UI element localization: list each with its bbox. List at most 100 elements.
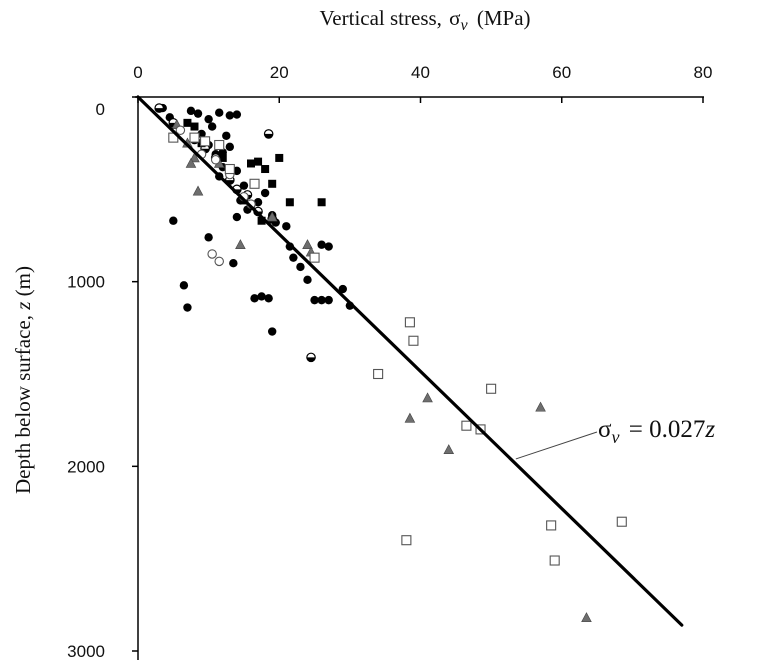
data-point-filled-circle bbox=[207, 122, 217, 131]
x-tick-label: 80 bbox=[694, 63, 713, 82]
data-point-filled-circle bbox=[179, 281, 189, 290]
trend-label-leader bbox=[515, 431, 598, 460]
half-circle-fill bbox=[264, 133, 273, 139]
data-point-filled-circle bbox=[317, 295, 326, 305]
data-point-filled-circle bbox=[204, 233, 213, 242]
data-point-open-square bbox=[408, 335, 419, 346]
y-tick-label: 1000 bbox=[67, 273, 105, 292]
data-point-filled-square bbox=[218, 153, 227, 162]
trend-label-symbol: σ bbox=[598, 416, 612, 443]
data-point-filled-square bbox=[257, 216, 266, 225]
data-point-open-square bbox=[224, 163, 235, 175]
data-point-filled-circle bbox=[229, 259, 238, 268]
data-point-open-square bbox=[486, 383, 497, 394]
data-point-filled-square bbox=[183, 118, 192, 127]
data-point-filled-circle bbox=[225, 111, 235, 120]
data-point-open-square bbox=[461, 420, 472, 431]
data-point-filled-circle bbox=[253, 198, 263, 207]
x-tick-label: 60 bbox=[552, 63, 571, 82]
data-point-filled-square bbox=[247, 159, 255, 168]
data-point-filled-square bbox=[285, 198, 294, 207]
data-point-triangle bbox=[185, 157, 197, 168]
data-point-filled-circle bbox=[324, 295, 333, 305]
data-point-filled-circle bbox=[232, 110, 242, 119]
data-point-filled-circle bbox=[239, 181, 249, 190]
data-point-filled-circle bbox=[225, 142, 235, 152]
x-axis-title-symbol: σ bbox=[449, 6, 460, 30]
data-point-open-square bbox=[401, 535, 412, 546]
data-point-triangle bbox=[581, 612, 592, 623]
data-point-half-filled-circle bbox=[263, 129, 274, 139]
data-point-triangle bbox=[422, 392, 433, 403]
data-point-open-square bbox=[373, 368, 384, 380]
data-point-open-circle bbox=[175, 125, 186, 135]
data-point-triangle bbox=[235, 239, 246, 250]
data-point-open-square bbox=[189, 132, 200, 143]
data-point-filled-circle bbox=[282, 222, 291, 231]
data-point-open-square bbox=[616, 516, 627, 527]
y-axis-title: Depth below surface, z (m) bbox=[11, 266, 35, 494]
data-point-filled-circle bbox=[310, 295, 319, 305]
data-point-open-square bbox=[549, 555, 560, 566]
data-point-filled-circle bbox=[215, 108, 224, 117]
data-point-half-filled-circle bbox=[306, 352, 316, 363]
data-point-open-square bbox=[214, 139, 225, 151]
data-point-filled-circle bbox=[267, 327, 277, 336]
y-tick-label: 3000 bbox=[67, 642, 105, 660]
data-point-filled-square bbox=[275, 153, 284, 162]
data-point-filled-square bbox=[268, 179, 277, 188]
half-circle-fill bbox=[306, 357, 316, 362]
data-point-open-square bbox=[249, 178, 260, 189]
trend-line bbox=[136, 95, 684, 627]
data-point-filled-square bbox=[190, 122, 199, 131]
data-point-filled-circle bbox=[250, 294, 259, 303]
data-point-filled-circle bbox=[232, 212, 242, 222]
x-ticks: 0 20 40 60 80 bbox=[133, 63, 712, 103]
data-point-triangle bbox=[404, 412, 416, 423]
x-axis-title: Vertical stress, σv (MPa) bbox=[319, 6, 530, 34]
data-point-open-square bbox=[546, 520, 557, 531]
data-point-filled-square bbox=[254, 157, 263, 166]
data-point-triangle bbox=[192, 185, 204, 196]
y-tick-label: 0 bbox=[96, 100, 105, 119]
data-point-filled-circle bbox=[169, 216, 178, 225]
data-point-filled-circle bbox=[204, 114, 213, 124]
trend-label-rest: = 0.027 bbox=[622, 416, 705, 443]
data-point-filled-circle bbox=[257, 292, 266, 301]
x-axis-title-unit: (MPa) bbox=[472, 6, 531, 30]
y-ticks: 0 1000 2000 3000 bbox=[67, 96, 138, 660]
y-axis-title-text: Depth below surface, bbox=[11, 310, 35, 494]
data-point-filled-circle bbox=[222, 131, 231, 140]
trend-label-variable: z bbox=[704, 416, 715, 443]
data-point-filled-circle bbox=[289, 253, 298, 262]
data-point-filled-circle bbox=[317, 240, 326, 249]
y-axis-title-variable: z bbox=[11, 302, 35, 311]
data-point-triangle bbox=[189, 152, 200, 163]
y-tick-label: 2000 bbox=[67, 457, 105, 476]
x-axis-title-text: Vertical stress, bbox=[319, 6, 447, 30]
data-point-triangle bbox=[266, 211, 278, 222]
trend-label-subscript: v bbox=[611, 427, 619, 447]
trend-label: σv = 0.027z bbox=[598, 416, 715, 447]
data-point-filled-circle bbox=[264, 294, 273, 303]
data-point-filled-square bbox=[261, 165, 270, 174]
data-point-filled-circle bbox=[324, 242, 333, 251]
data-point-triangle bbox=[302, 239, 313, 250]
data-point-triangle bbox=[443, 444, 455, 455]
y-axis-title-unit: (m) bbox=[11, 266, 35, 302]
data-point-filled-circle bbox=[260, 188, 270, 198]
data-point-open-square bbox=[309, 252, 320, 263]
data-point-open-circle bbox=[207, 249, 217, 259]
data-point-open-square bbox=[200, 136, 211, 147]
data-point-filled-circle bbox=[186, 106, 196, 116]
data-point-filled-circle bbox=[296, 262, 305, 272]
data-point-filled-circle bbox=[193, 109, 203, 118]
x-tick-label: 20 bbox=[270, 63, 289, 82]
data-point-filled-square bbox=[317, 198, 326, 207]
data-point-open-square bbox=[404, 317, 415, 328]
data-point-half-filled-circle bbox=[154, 103, 164, 113]
data-point-filled-circle bbox=[303, 275, 312, 285]
data-point-open-circle bbox=[214, 256, 224, 267]
data-point-open-circle bbox=[210, 155, 221, 165]
